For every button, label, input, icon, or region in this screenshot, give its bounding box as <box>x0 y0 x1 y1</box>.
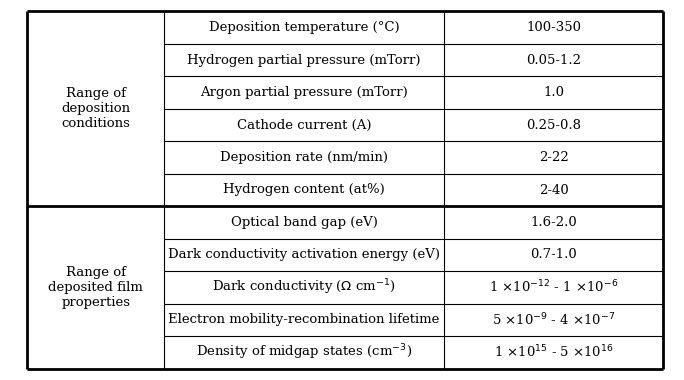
Text: 2-22: 2-22 <box>539 151 568 164</box>
Text: Deposition rate (nm/min): Deposition rate (nm/min) <box>220 151 388 164</box>
Text: Range of
deposition
conditions: Range of deposition conditions <box>61 87 131 130</box>
Text: Hydrogen content (at%): Hydrogen content (at%) <box>223 184 385 196</box>
Text: 0.7-1.0: 0.7-1.0 <box>530 249 577 261</box>
Text: 0.05-1.2: 0.05-1.2 <box>526 54 581 66</box>
Text: Hydrogen partial pressure (mTorr): Hydrogen partial pressure (mTorr) <box>187 54 421 66</box>
Text: Density of midgap states (cm$^{-3}$): Density of midgap states (cm$^{-3}$) <box>196 342 412 362</box>
Text: 0.25-0.8: 0.25-0.8 <box>526 119 581 131</box>
Text: Dark conductivity activation energy (eV): Dark conductivity activation energy (eV) <box>168 249 440 261</box>
Text: Dark conductivity ($\Omega$ cm$^{-1}$): Dark conductivity ($\Omega$ cm$^{-1}$) <box>212 278 396 297</box>
Text: Cathode current (A): Cathode current (A) <box>237 119 371 131</box>
Text: 1.0: 1.0 <box>543 86 564 99</box>
Text: Argon partial pressure (mTorr): Argon partial pressure (mTorr) <box>200 86 408 99</box>
Text: Optical band gap (eV): Optical band gap (eV) <box>231 216 378 229</box>
Text: Deposition temperature (°C): Deposition temperature (°C) <box>209 21 399 34</box>
Text: 5 $\times$10$^{-9}$ - 4 $\times$10$^{-7}$: 5 $\times$10$^{-9}$ - 4 $\times$10$^{-7}… <box>492 312 616 328</box>
Text: Range of
deposited film
properties: Range of deposited film properties <box>49 266 143 309</box>
Text: 2-40: 2-40 <box>539 184 568 196</box>
Text: 1 $\times$10$^{15}$ - 5 $\times$10$^{16}$: 1 $\times$10$^{15}$ - 5 $\times$10$^{16}… <box>494 344 614 361</box>
Text: Electron mobility-recombination lifetime: Electron mobility-recombination lifetime <box>168 314 440 326</box>
Text: 1.6-2.0: 1.6-2.0 <box>530 216 577 229</box>
Text: 1 $\times$10$^{-12}$ - 1 $\times$10$^{-6}$: 1 $\times$10$^{-12}$ - 1 $\times$10$^{-6… <box>489 279 618 296</box>
Text: 100-350: 100-350 <box>526 21 581 34</box>
